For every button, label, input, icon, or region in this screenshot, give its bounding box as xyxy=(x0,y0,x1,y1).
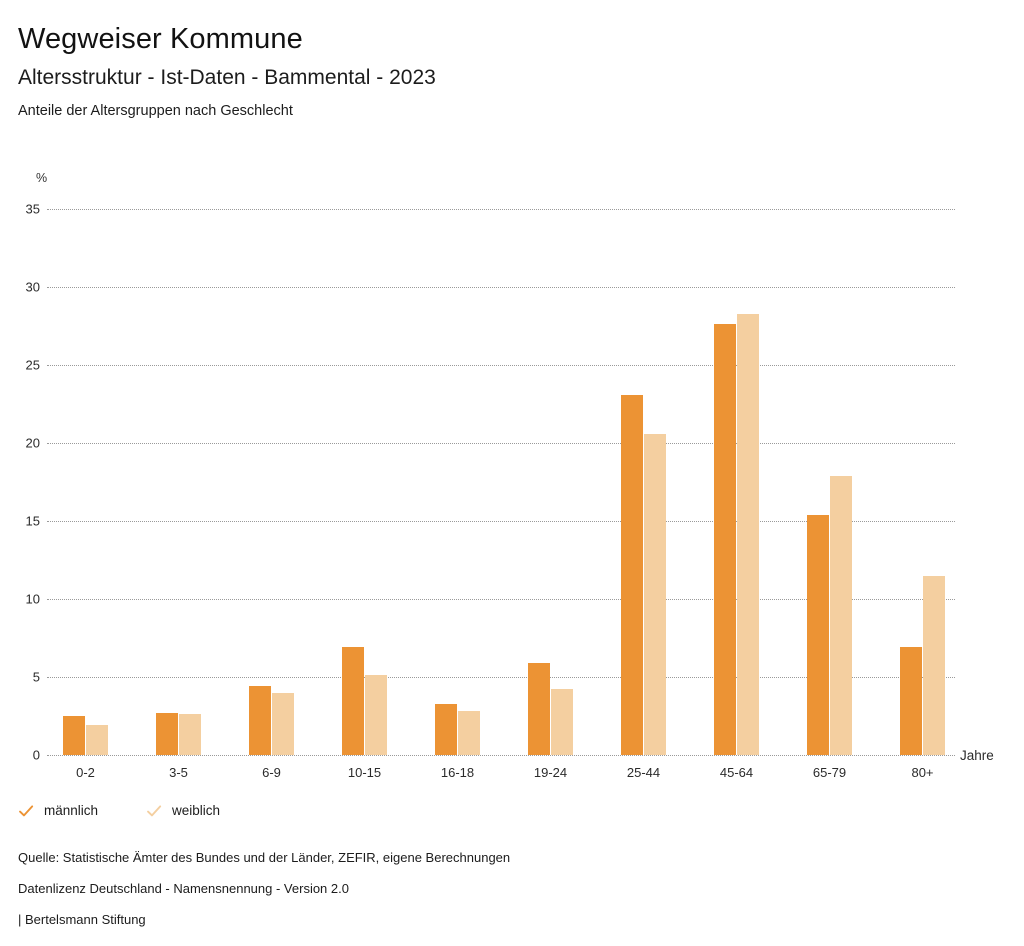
bar-16-18-weiblich[interactable] xyxy=(458,711,480,755)
bar-0-2-männlich[interactable] xyxy=(63,716,85,755)
gridline xyxy=(47,521,955,522)
y-axis-tick-label: 30 xyxy=(25,279,40,295)
bar-6-9-weiblich[interactable] xyxy=(272,692,294,755)
gridline xyxy=(47,443,955,444)
y-axis-tick-label: 25 xyxy=(25,357,40,373)
bar-45-64-weiblich[interactable] xyxy=(737,313,759,755)
bar-80+-weiblich[interactable] xyxy=(923,575,945,755)
check-icon xyxy=(146,803,162,819)
x-axis-tick-label: 3-5 xyxy=(169,765,188,780)
bar-3-5-männlich[interactable] xyxy=(156,712,178,755)
bar-6-9-männlich[interactable] xyxy=(249,686,271,755)
gridline xyxy=(47,209,955,210)
y-axis-tick-labels: 0 5 10 15 20 25 30 35 xyxy=(0,203,40,762)
x-axis-tick-label: 10-15 xyxy=(347,765,382,780)
bar-16-18-männlich[interactable] xyxy=(435,703,457,755)
y-axis-tick-label: 0 xyxy=(32,747,40,763)
x-axis-line xyxy=(47,755,955,756)
chart-subtitle: Altersstruktur - Ist-Daten - Bammental -… xyxy=(18,66,436,89)
bar-10-15-weiblich[interactable] xyxy=(365,675,387,755)
y-axis-unit-label: % xyxy=(36,171,48,185)
x-axis-unit-label: Jahre xyxy=(960,748,994,763)
y-axis-tick-label: 10 xyxy=(25,591,40,607)
x-axis-tick-label: 0-2 xyxy=(76,765,95,780)
bar-19-24-männlich[interactable] xyxy=(528,662,550,755)
gridline xyxy=(47,365,955,366)
footer-line: | Bertelsmann Stiftung xyxy=(18,912,146,927)
gridline xyxy=(47,287,955,288)
footer-line: Quelle: Statistische Ämter des Bundes un… xyxy=(18,850,511,865)
legend-label: weiblich xyxy=(172,803,221,818)
x-axis-tick-label: 6-9 xyxy=(262,765,281,780)
y-axis-tick-label: 35 xyxy=(25,201,40,217)
chart-header: Wegweiser Kommune Altersstruktur - Ist-D… xyxy=(18,0,1008,121)
gridline xyxy=(47,599,955,600)
bar-10-15-männlich[interactable] xyxy=(342,647,364,755)
x-axis-tick-label: 16-18 xyxy=(440,765,475,780)
y-axis-tick-label: 5 xyxy=(32,669,40,685)
x-axis-tick-label: 45-64 xyxy=(719,765,754,780)
footer-line: Datenlizenz Deutschland - Namensnennung … xyxy=(18,881,349,896)
legend-item-männlich[interactable]: männlich xyxy=(18,803,98,819)
chart-description: Anteile der Altersgruppen nach Geschlech… xyxy=(18,103,293,119)
bar-80+-männlich[interactable] xyxy=(900,647,922,755)
y-axis-tick-label: 15 xyxy=(25,513,40,529)
bar-65-79-männlich[interactable] xyxy=(807,514,829,755)
bar-25-44-männlich[interactable] xyxy=(621,394,643,755)
chart-legend: männlich weiblich xyxy=(18,803,268,819)
x-axis-tick-label: 80+ xyxy=(911,765,934,780)
check-icon xyxy=(18,803,34,819)
bar-0-2-weiblich[interactable] xyxy=(86,725,108,755)
x-axis-tick-label: 25-44 xyxy=(626,765,661,780)
x-axis-tick-label: 19-24 xyxy=(533,765,568,780)
chart-footer: Quelle: Statistische Ämter des Bundes un… xyxy=(18,842,978,935)
y-axis-tick-label: 20 xyxy=(25,435,40,451)
chart-plot-area xyxy=(47,209,955,756)
page-title: Wegweiser Kommune xyxy=(18,23,303,55)
gridline xyxy=(47,677,955,678)
bar-65-79-weiblich[interactable] xyxy=(830,475,852,755)
bar-3-5-weiblich[interactable] xyxy=(179,714,201,755)
legend-label: männlich xyxy=(44,803,99,818)
bar-25-44-weiblich[interactable] xyxy=(644,433,666,755)
bar-45-64-männlich[interactable] xyxy=(714,324,736,755)
x-axis-tick-label: 65-79 xyxy=(812,765,847,780)
bar-19-24-weiblich[interactable] xyxy=(551,689,573,755)
legend-item-weiblich[interactable]: weiblich xyxy=(146,803,220,819)
